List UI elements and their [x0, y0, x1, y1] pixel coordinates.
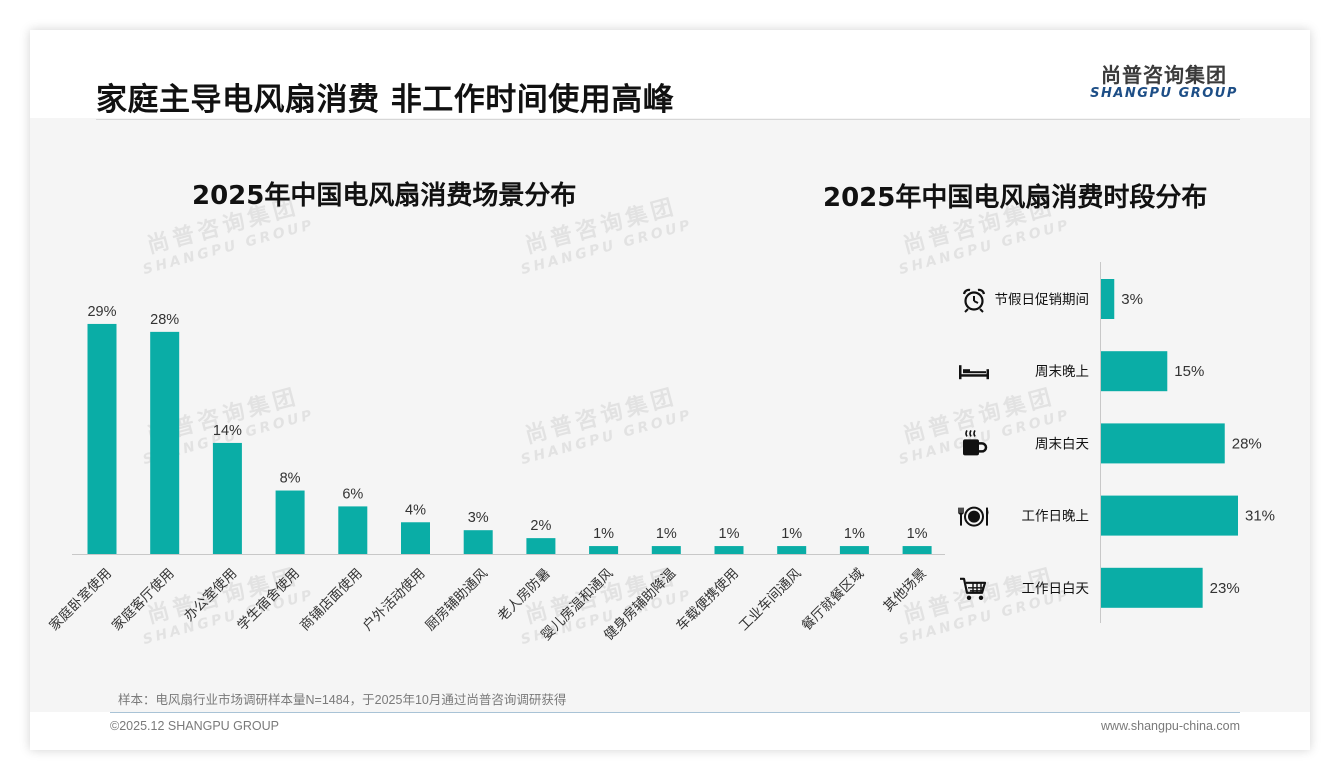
data-label: 23% — [1210, 580, 1240, 597]
data-label: 1% — [719, 526, 740, 542]
timeslot-chart-title: 2025年中国电风扇消费时段分布 — [823, 183, 1208, 213]
data-label: 31% — [1245, 508, 1275, 525]
bar — [1101, 279, 1115, 319]
data-label: 15% — [1174, 363, 1204, 380]
bar — [1101, 567, 1203, 608]
data-label: 2% — [530, 518, 551, 534]
alarm-clock-icon — [962, 288, 986, 313]
bar — [902, 546, 932, 554]
bar — [714, 546, 744, 554]
data-label: 1% — [781, 526, 802, 542]
data-label: 14% — [213, 423, 242, 439]
bar — [839, 546, 869, 554]
data-label: 28% — [1232, 435, 1262, 452]
copyright: ©2025.12 SHANGPU GROUP — [110, 719, 279, 733]
data-label: 29% — [87, 304, 116, 320]
category-label: 工作日白天 — [1022, 581, 1090, 597]
data-label: 3% — [1121, 291, 1143, 308]
bar — [150, 331, 180, 554]
bar — [338, 506, 368, 554]
data-label: 1% — [907, 526, 928, 542]
footer-divider — [110, 712, 1240, 713]
company-logo: 尚普咨询集团 SHANGPU GROUP — [1088, 64, 1240, 102]
data-label: 6% — [342, 486, 363, 502]
bar — [651, 546, 681, 554]
bed-icon — [959, 365, 989, 380]
data-label: 1% — [844, 526, 865, 542]
scenario-bar-chart: 29%家庭卧室使用28%家庭客厅使用14%办公室使用8%学生宿舍使用6%商铺店面… — [46, 304, 945, 644]
timeslot-bar-chart: 3% 节假日促销期间 15% 周末晚上 28% 周末白天 31% 工作日晚上 23% 工作日白天 — [958, 262, 1275, 623]
website-link[interactable]: www.shangpu-china.com — [1101, 719, 1240, 733]
bar — [589, 546, 619, 554]
data-label: 1% — [656, 526, 677, 542]
header-divider — [96, 119, 1240, 120]
bar — [1101, 351, 1168, 392]
bar — [87, 323, 117, 554]
bar — [777, 546, 807, 554]
bar — [1101, 423, 1225, 464]
coffee-cup-icon — [963, 429, 988, 456]
data-label: 3% — [468, 510, 489, 526]
dining-icon — [958, 506, 989, 527]
slide: 尚普咨询集团 SHANGPU GROUP 尚普咨询集团 SHANGPU GROUP … — [30, 30, 1310, 750]
logo-chinese: 尚普咨询集团 — [1101, 63, 1227, 87]
bar — [275, 490, 305, 554]
shopping-cart-icon — [960, 577, 987, 600]
bar — [526, 538, 556, 554]
category-label: 周末晚上 — [1035, 364, 1089, 380]
footer-band — [30, 712, 1310, 750]
data-label: 1% — [593, 526, 614, 542]
category-label: 工作日晚上 — [1022, 509, 1090, 525]
header-band — [30, 30, 1310, 118]
bar — [463, 530, 493, 554]
logo-english: SHANGPU GROUP — [1090, 86, 1238, 101]
bar — [401, 522, 430, 554]
sample-note: 样本：电风扇行业市场调研样本量N=1484，于2025年10月通过尚普咨询调研获… — [118, 693, 567, 707]
data-label: 28% — [150, 312, 179, 328]
bar — [212, 442, 242, 554]
page-title: 家庭主导电风扇消费 非工作时间使用高峰 — [96, 82, 675, 118]
category-label: 周末白天 — [1035, 436, 1089, 452]
data-label: 4% — [405, 502, 426, 518]
scenario-chart-title: 2025年中国电风扇消费场景分布 — [192, 181, 577, 211]
data-label: 8% — [280, 471, 301, 487]
bar — [1101, 495, 1238, 536]
category-label: 节假日促销期间 — [995, 292, 1090, 308]
